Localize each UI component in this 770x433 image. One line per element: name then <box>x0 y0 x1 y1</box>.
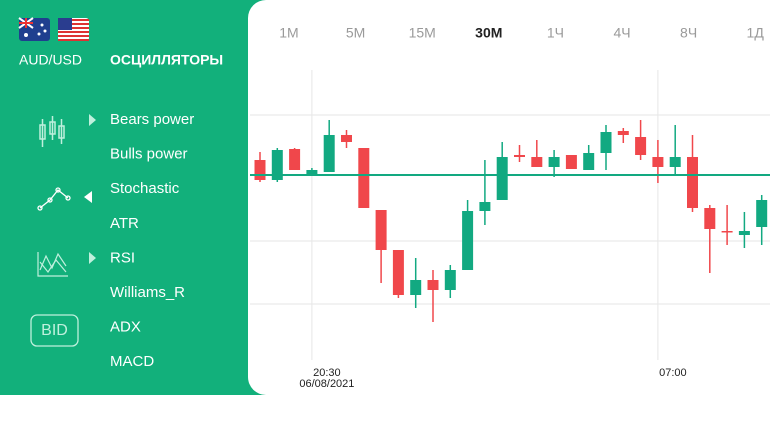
candle-body <box>462 211 474 270</box>
section-title: ОСЦИЛЛЯТОРЫ <box>110 52 223 68</box>
arrow <box>89 114 96 126</box>
menu-item[interactable]: Stochastic <box>110 180 180 197</box>
candle-body <box>514 155 525 157</box>
candle-body <box>687 157 698 208</box>
candle-body <box>756 200 768 227</box>
candle-body <box>635 137 647 155</box>
timeframe-tab[interactable]: 1Д <box>747 25 765 41</box>
candle-body <box>496 157 508 200</box>
candle-body <box>652 157 664 167</box>
candle-body <box>531 157 543 167</box>
candle-body <box>358 148 370 208</box>
x-tick-label: 20:30 <box>313 367 341 379</box>
bid-button-label[interactable]: BID <box>41 322 68 339</box>
timeframe-tab[interactable]: 1Ч <box>547 25 564 41</box>
stochastic-icon[interactable] <box>37 187 71 211</box>
menu-item[interactable]: MACD <box>110 353 154 370</box>
candle-body <box>669 157 681 167</box>
menu-item[interactable]: ADX <box>110 319 141 336</box>
candle-body <box>721 231 733 233</box>
candle-body <box>600 132 612 153</box>
candle-body <box>583 153 595 170</box>
candle-body <box>410 280 422 295</box>
candle-body <box>341 135 352 142</box>
candle-body <box>738 231 750 235</box>
candle-body <box>306 170 318 174</box>
candle-body <box>289 149 301 170</box>
timeframe-tab[interactable]: 8Ч <box>680 25 697 41</box>
candle-body <box>704 208 716 229</box>
currency-pair: AUD/USD <box>19 52 82 68</box>
x-tick-label: 07:00 <box>659 367 687 379</box>
candle-body <box>392 250 404 295</box>
candle-body <box>617 131 629 135</box>
menu-item[interactable]: Williams_R <box>110 284 185 301</box>
chart-panel <box>248 0 770 395</box>
candle-body <box>271 150 283 180</box>
timeframe-tab[interactable]: 5М <box>346 25 365 41</box>
candle-body <box>565 155 577 169</box>
flag-au <box>18 17 50 41</box>
candle-body <box>427 280 439 290</box>
timeframe-tab[interactable]: 1М <box>279 25 298 41</box>
menu-item[interactable]: ATR <box>110 215 139 232</box>
candle-body <box>254 160 266 180</box>
bid-button[interactable] <box>30 314 79 347</box>
rsi-icon[interactable] <box>37 252 68 277</box>
menu-item[interactable]: Bears power <box>110 111 194 128</box>
arrow <box>89 252 96 264</box>
menu-item[interactable]: RSI <box>110 249 135 266</box>
date-label: 06/08/2021 <box>299 378 354 390</box>
timeframe-tab[interactable]: 15М <box>409 25 436 41</box>
menu-item[interactable]: Bulls power <box>110 146 188 163</box>
plot <box>250 70 770 360</box>
timeframe-tab[interactable]: 30М <box>475 25 502 41</box>
candle-body <box>479 202 491 211</box>
arrow <box>84 191 92 203</box>
candles-icon[interactable] <box>39 116 65 147</box>
candle-body <box>375 210 387 250</box>
candle-body <box>444 270 456 290</box>
timeframe-tab[interactable]: 4Ч <box>613 25 630 41</box>
candle-body <box>548 157 560 167</box>
flag-us <box>58 18 89 41</box>
candle-body <box>323 135 335 172</box>
